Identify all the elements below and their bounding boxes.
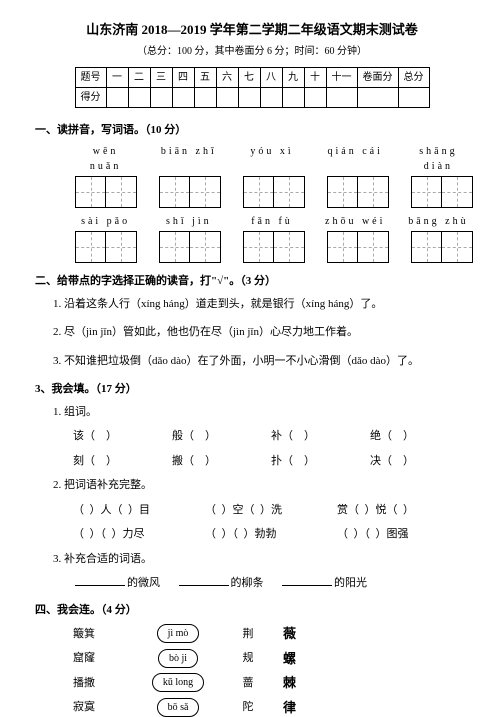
blank-input[interactable] <box>179 585 229 586</box>
cell <box>216 87 238 107</box>
char-box-pair[interactable] <box>327 231 389 263</box>
pinyin: sài pǎo <box>75 214 136 229</box>
match-item: 规 <box>213 650 283 667</box>
char-box-pair[interactable] <box>411 231 473 263</box>
cell: 五 <box>194 67 216 87</box>
cell <box>304 87 326 107</box>
word-row: （ ）人（ ）目 （ ）空（ ）洗 赏（ ）悦（ ） <box>73 502 469 519</box>
question-line: 2. 尽（jìn jǐn）管如此，他也仍在尽（jìn jǐn）心尽力地工作着。 <box>53 324 469 341</box>
char-box-pair[interactable] <box>159 231 221 263</box>
cell: 七 <box>238 67 260 87</box>
pinyin: fǎn fù <box>241 214 302 229</box>
match-item: 荆 <box>213 626 283 643</box>
pinyin: bāng zhù <box>408 214 469 229</box>
blank-input[interactable] <box>75 585 125 586</box>
char-box-pair[interactable] <box>75 231 137 263</box>
table-row: 题号 一 二 三 四 五 六 七 八 九 十 十一 卷面分 总分 <box>75 67 429 87</box>
match-item: 寂寞 <box>73 699 143 716</box>
question-line: 3. 不知谁把垃圾倒（dǎo dào）在了外面，小明一不小心滑倒（dǎo dào… <box>53 353 469 370</box>
char-box-pair[interactable] <box>243 176 305 208</box>
cell <box>282 87 304 107</box>
cell: 题号 <box>75 67 106 87</box>
char-box-pair[interactable] <box>75 176 137 208</box>
cell: 四 <box>172 67 194 87</box>
cell <box>260 87 282 107</box>
char-boxes-row <box>75 231 469 263</box>
pinyin-row: wēn nuǎn biān zhī yóu xì qián cái shāng … <box>75 144 469 174</box>
cell: 九 <box>282 67 304 87</box>
match-item: 窟窿 <box>73 650 143 667</box>
page-title: 山东济南 2018—2019 学年第二学期二年级语文期末测试卷 <box>35 20 469 40</box>
section-3-header: 3、我会填。（17 分） <box>35 381 469 398</box>
cell <box>238 87 260 107</box>
match-item: 蔷 <box>213 675 283 692</box>
cell: 得分 <box>75 87 106 107</box>
pinyin-box: kū long <box>152 673 204 692</box>
cell <box>128 87 150 107</box>
cell: 三 <box>150 67 172 87</box>
pinyin: biān zhī <box>158 144 219 174</box>
pinyin: yóu xì <box>241 144 302 174</box>
match-item: 簸箕 <box>73 626 143 643</box>
pinyin: wēn nuǎn <box>75 144 136 174</box>
match-row: 簸箕 jì mò 荆 薇 <box>73 624 469 644</box>
match-row: 寂寞 bō sǎ 陀 律 <box>73 698 469 717</box>
char-box-pair[interactable] <box>243 231 305 263</box>
cell <box>357 87 398 107</box>
pinyin-box: jì mò <box>157 624 200 643</box>
score-table: 题号 一 二 三 四 五 六 七 八 九 十 十一 卷面分 总分 得分 <box>75 67 430 108</box>
cell: 十一 <box>326 67 357 87</box>
table-row: 得分 <box>75 87 429 107</box>
blank-row: 的微风 的柳条 的阳光 <box>73 575 469 592</box>
question-line: 1. 沿着这条人行（xíng háng）道走到头，就是银行（xíng háng）… <box>53 296 469 313</box>
section-4-header: 四、我会连。（4 分） <box>35 602 469 619</box>
sub-item: 1. 组词。 <box>53 404 469 421</box>
section-1-header: 一、读拼音，写词语。（10 分） <box>35 122 469 139</box>
match-item: 律 <box>283 698 333 717</box>
match-item: 螺 <box>283 649 333 669</box>
blank-input[interactable] <box>282 585 332 586</box>
match-item: 薇 <box>283 624 333 644</box>
pinyin: zhōu wéi <box>325 214 386 229</box>
cell <box>398 87 429 107</box>
cell: 六 <box>216 67 238 87</box>
page-subtitle: （总分：100 分，其中卷面分 6 分；时间：60 分钟） <box>35 44 469 59</box>
cell: 总分 <box>398 67 429 87</box>
match-row: 窟窿 bò ji 规 螺 <box>73 649 469 669</box>
pinyin-row: sài pǎo shǐ jìn fǎn fù zhōu wéi bāng zhù <box>75 214 469 229</box>
char-boxes-row <box>75 176 469 208</box>
fill-row: 该（ ） 般（ ） 补（ ） 绝（ ） <box>73 428 469 445</box>
pinyin: shāng diàn <box>408 144 469 174</box>
match-row: 播撒 kū long 蔷 棘 <box>73 673 469 693</box>
cell <box>194 87 216 107</box>
cell: 二 <box>128 67 150 87</box>
char-box-pair[interactable] <box>159 176 221 208</box>
char-box-pair[interactable] <box>327 176 389 208</box>
sub-item: 2. 把词语补充完整。 <box>53 477 469 494</box>
match-item: 播撒 <box>73 675 143 692</box>
section-2-header: 二、给带点的字选择正确的读音，打"√"。（3 分） <box>35 273 469 290</box>
cell: 卷面分 <box>357 67 398 87</box>
cell <box>172 87 194 107</box>
word-row: （ ）（ ）力尽 （ ）（ ）勃勃 （ ）（ ）图强 <box>73 526 469 543</box>
cell <box>106 87 128 107</box>
cell: 八 <box>260 67 282 87</box>
cell: 十 <box>304 67 326 87</box>
pinyin: shǐ jìn <box>158 214 219 229</box>
char-box-pair[interactable] <box>411 176 473 208</box>
cell <box>326 87 357 107</box>
cell <box>150 87 172 107</box>
pinyin-box: bō sǎ <box>157 698 200 717</box>
sub-item: 3. 补充合适的词语。 <box>53 551 469 568</box>
pinyin-box: bò ji <box>158 649 198 668</box>
cell: 一 <box>106 67 128 87</box>
match-item: 棘 <box>283 673 333 693</box>
pinyin: qián cái <box>325 144 386 174</box>
fill-row: 刻（ ） 搬（ ） 扑（ ） 决（ ） <box>73 453 469 470</box>
match-item: 陀 <box>213 699 283 716</box>
